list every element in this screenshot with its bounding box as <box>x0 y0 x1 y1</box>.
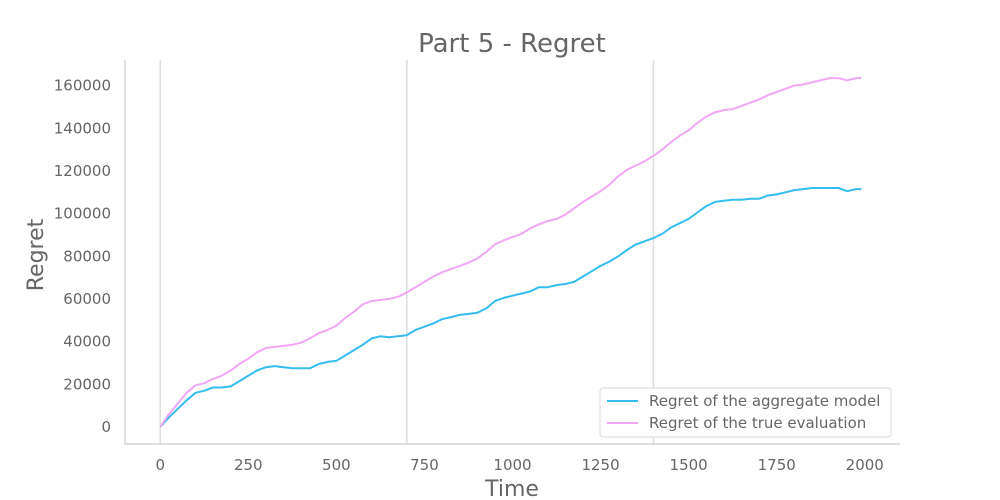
x-tick-label: 250 <box>234 456 263 474</box>
y-tick-label: 80000 <box>63 247 111 265</box>
series-lines <box>159 77 862 428</box>
x-tick-label: 1250 <box>581 456 619 474</box>
chart-title: Part 5 - Regret <box>418 29 606 59</box>
legend-box <box>599 387 892 438</box>
x-tick-label: 500 <box>322 456 351 474</box>
y-tick-label: 160000 <box>54 77 111 95</box>
x-axis-label: Time <box>484 477 539 500</box>
legend: Regret of the aggregate model Regret of … <box>599 387 892 438</box>
legend-label-true-evaluation: Regret of the true evaluation <box>649 414 866 432</box>
y-tick-label: 60000 <box>63 290 111 308</box>
x-tick-label: 750 <box>410 456 439 474</box>
legend-label-aggregate: Regret of the aggregate model <box>649 392 880 410</box>
y-tick-label: 40000 <box>63 333 111 351</box>
y-tick-label: 0 <box>101 418 111 436</box>
series-line-0 <box>159 187 862 428</box>
x-tick-label: 1000 <box>493 456 531 474</box>
y-tick-label: 20000 <box>63 375 111 393</box>
y-tick-label: 120000 <box>54 162 111 180</box>
y-tick-label: 100000 <box>54 205 111 223</box>
y-axis-ticks: 0 20000 40000 60000 80000 100000 120000 140000 1… <box>54 77 111 436</box>
x-tick-label: 1500 <box>670 456 708 474</box>
y-tick-label: 140000 <box>54 119 111 137</box>
vertical-reference-lines <box>159 60 655 444</box>
y-axis-label: Regret <box>24 218 49 291</box>
x-tick-label: 0 <box>155 456 165 474</box>
x-tick-label: 1750 <box>758 456 796 474</box>
x-axis-ticks: 0 250 500 750 1000 1250 1500 1750 2000 <box>155 456 883 474</box>
x-tick-label: 2000 <box>846 456 884 474</box>
series-line-1 <box>159 77 862 428</box>
